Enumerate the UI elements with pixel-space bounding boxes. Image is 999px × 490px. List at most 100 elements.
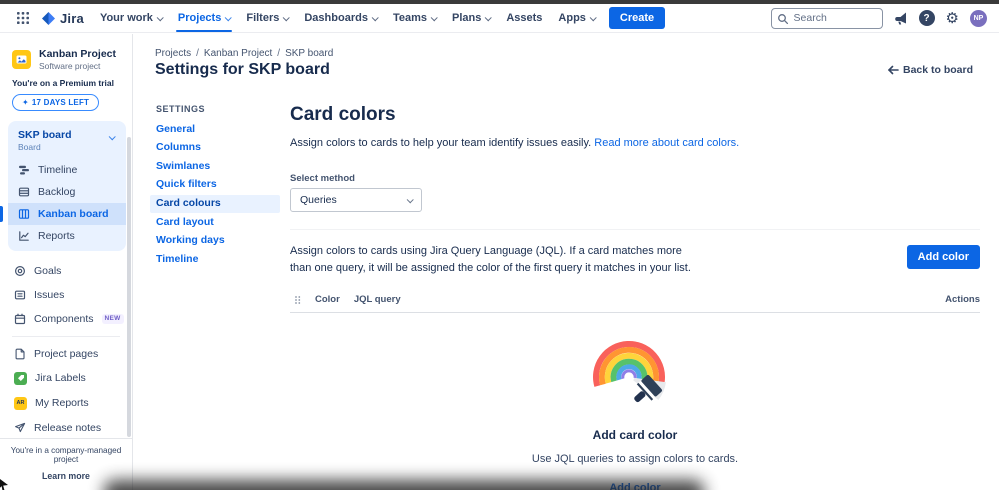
sidebar-item-kanban-board[interactable]: Kanban board — [0, 202, 126, 225]
method-select[interactable]: Queries — [290, 188, 422, 212]
board-type: Board — [18, 141, 41, 152]
settings-tab-card-layout[interactable]: Card layout — [156, 215, 214, 228]
breadcrumb-kanban-project[interactable]: Kanban Project — [203, 48, 273, 59]
main-content: Projects / Kanban Project / SKP board Se… — [104, 34, 999, 490]
breadcrumb: Projects / Kanban Project / SKP board — [155, 48, 334, 59]
sidebar-item-reports[interactable]: Reports — [8, 225, 126, 247]
chevron-down-icon — [156, 13, 164, 21]
empty-state: Add card color Use JQL queries to assign… — [290, 331, 980, 490]
sidebar-footer: You're in a company-managed project Lear… — [0, 438, 132, 490]
select-method-label: Select method — [290, 173, 355, 184]
settings-tab-timeline[interactable]: Timeline — [156, 252, 199, 265]
section-title: Card colors — [290, 104, 396, 125]
backlog-icon — [18, 186, 30, 198]
chevron-down-icon — [406, 195, 414, 203]
project-avatar — [12, 49, 31, 69]
sidebar-item-project-pages[interactable]: Project pages — [0, 342, 132, 366]
board-section: SKP board Board Timeline Backlog — [0, 120, 126, 251]
jira-logo-text: Jira — [60, 10, 84, 26]
help-icon[interactable]: ? — [918, 10, 935, 26]
learn-more-link[interactable]: Learn more — [42, 471, 90, 481]
chevron-down-icon — [485, 13, 493, 21]
nav-projects[interactable]: Projects — [175, 4, 233, 32]
sidebar-item-release-notes[interactable]: Release notes — [0, 416, 132, 440]
column-header-color: Color — [315, 294, 340, 306]
nav-assets[interactable]: Assets — [506, 12, 543, 24]
jira-logo[interactable]: Jira — [42, 11, 84, 26]
components-icon — [14, 313, 26, 325]
trial-days-left-button[interactable]: ✦ 17 DAYS LEFT — [12, 93, 100, 111]
settings-navigation: SETTINGS General Columns Swimlanes Quick… — [150, 102, 280, 269]
window-top-strip — [0, 0, 999, 4]
sidebar-item-jira-labels[interactable]: Jira Labels — [0, 366, 132, 391]
announcements-icon[interactable] — [894, 11, 908, 25]
drag-handle-icon — [294, 295, 301, 305]
column-header-actions: Actions — [945, 294, 980, 306]
settings-tab-card-colours[interactable]: Card colours — [150, 194, 280, 214]
read-more-link[interactable]: Read more about card colors. — [594, 137, 740, 149]
jira-logo-icon — [42, 11, 55, 25]
back-to-board-link[interactable]: Back to board — [888, 64, 973, 76]
nav-your-work[interactable]: Your work — [100, 4, 164, 32]
sidebar-item-goals[interactable]: Goals — [0, 259, 132, 283]
sidebar-item-my-reports[interactable]: AR My Reports — [0, 391, 132, 416]
sidebar-item-components[interactable]: Components NEW — [0, 307, 132, 331]
settings-tab-swimlanes[interactable]: Swimlanes — [156, 159, 211, 172]
empty-state-description: Use JQL queries to assign colors to card… — [531, 453, 739, 466]
page-title: Settings for SKP board — [155, 61, 330, 78]
goals-icon — [14, 265, 26, 277]
nav-apps[interactable]: Apps — [558, 4, 597, 32]
column-header-jql: JQL query — [353, 294, 401, 306]
chevron-down-icon — [371, 13, 379, 21]
board-switcher[interactable]: SKP board Board — [8, 127, 126, 159]
trial-text: You're on a Premium trial — [12, 77, 114, 88]
chevron-down-icon — [283, 13, 291, 21]
nav-filters[interactable]: Filters — [246, 4, 291, 32]
search-icon — [777, 12, 789, 30]
project-sidebar: Kanban Project Software project You're o… — [0, 34, 133, 490]
user-avatar[interactable]: NP — [970, 9, 987, 27]
project-name: Kanban Project — [39, 48, 117, 60]
search-box — [770, 7, 883, 30]
settings-tab-working-days[interactable]: Working days — [156, 234, 225, 247]
project-pages-icon — [14, 348, 26, 360]
section-divider — [290, 229, 980, 230]
project-header[interactable]: Kanban Project Software project — [12, 48, 122, 71]
sidebar-item-issues[interactable]: Issues — [0, 283, 132, 307]
sidebar-scrollbar[interactable] — [127, 137, 131, 437]
breadcrumb-skp-board[interactable]: SKP board — [285, 48, 334, 59]
sparkle-icon: ✦ — [22, 97, 29, 107]
card-colors-panel: Card colors Assign colors to cards to he… — [290, 104, 980, 490]
nav-teams[interactable]: Teams — [393, 4, 438, 32]
create-button[interactable]: Create — [608, 7, 666, 29]
sidebar-item-backlog[interactable]: Backlog — [8, 181, 126, 203]
nav-dashboards[interactable]: Dashboards — [304, 4, 379, 32]
settings-tab-general[interactable]: General — [156, 122, 196, 135]
board-name: SKP board — [18, 128, 72, 141]
chevron-down-icon — [589, 13, 597, 21]
settings-tab-columns[interactable]: Columns — [156, 141, 201, 154]
sidebar-divider — [12, 335, 120, 337]
empty-state-add-color-link[interactable]: Add color — [609, 482, 661, 490]
breadcrumb-projects[interactable]: Projects — [155, 48, 192, 59]
sidebar-item-timeline[interactable]: Timeline — [8, 159, 126, 181]
timeline-icon — [18, 164, 30, 176]
settings-tab-quick-filters[interactable]: Quick filters — [156, 178, 217, 191]
app-switcher-icon[interactable] — [12, 7, 34, 29]
kanban-board-icon — [18, 208, 30, 220]
release-notes-icon — [14, 422, 26, 434]
rainbow-paintbrush-illustration — [585, 331, 685, 416]
colors-table-header: Color JQL query Actions — [290, 290, 980, 314]
new-badge: NEW — [101, 313, 124, 324]
add-color-button[interactable]: Add color — [906, 245, 980, 269]
back-arrow-icon — [888, 65, 899, 75]
settings-heading: SETTINGS — [156, 104, 206, 114]
top-navigation-bar: Jira Your work Projects Filters Dashboar… — [0, 4, 999, 33]
settings-gear-icon[interactable]: ⚙ — [945, 9, 959, 27]
intro-text: Assign colors to cards to help your team… — [290, 137, 592, 149]
chevron-down-icon — [430, 13, 438, 21]
nav-plans[interactable]: Plans — [452, 4, 493, 32]
search-input[interactable] — [770, 7, 883, 29]
project-type: Software project — [39, 60, 101, 71]
